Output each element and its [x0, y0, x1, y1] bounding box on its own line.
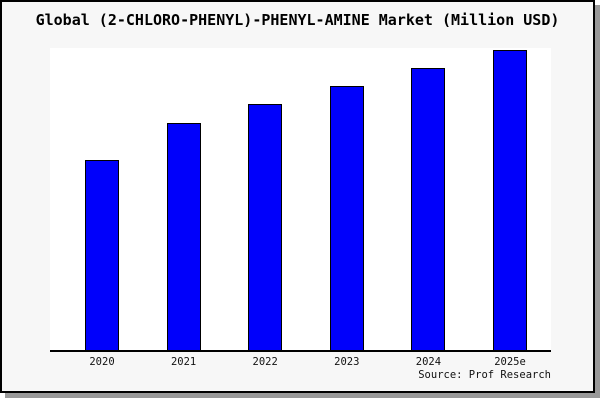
bar-2022 [248, 104, 283, 350]
plot-area [50, 48, 551, 352]
bar-2021 [166, 123, 201, 350]
x-tick-label-2024: 2024 [415, 356, 442, 368]
chart-title: Global (2-CHLORO-PHENYL)-PHENYL-AMINE Ma… [35, 11, 560, 29]
x-tick-label-2021: 2021 [170, 356, 197, 368]
bar-2025e [493, 50, 527, 350]
bar-2023 [329, 86, 364, 350]
x-tick-label-2023: 2023 [334, 356, 360, 368]
bar-2020 [85, 160, 119, 350]
bar-2024 [411, 68, 446, 350]
x-axis: 2020 2021 2022 2023 2024 2025e [50, 354, 551, 370]
x-tick-label-2020: 2020 [89, 356, 115, 368]
x-tick-label-2025e: 2025e [494, 356, 526, 368]
chart-panel: Global (2-CHLORO-PHENYL)-PHENYL-AMINE Ma… [0, 0, 595, 393]
x-tick-label-2022: 2022 [252, 356, 278, 368]
source-note: Source: Prof Research [418, 369, 551, 381]
